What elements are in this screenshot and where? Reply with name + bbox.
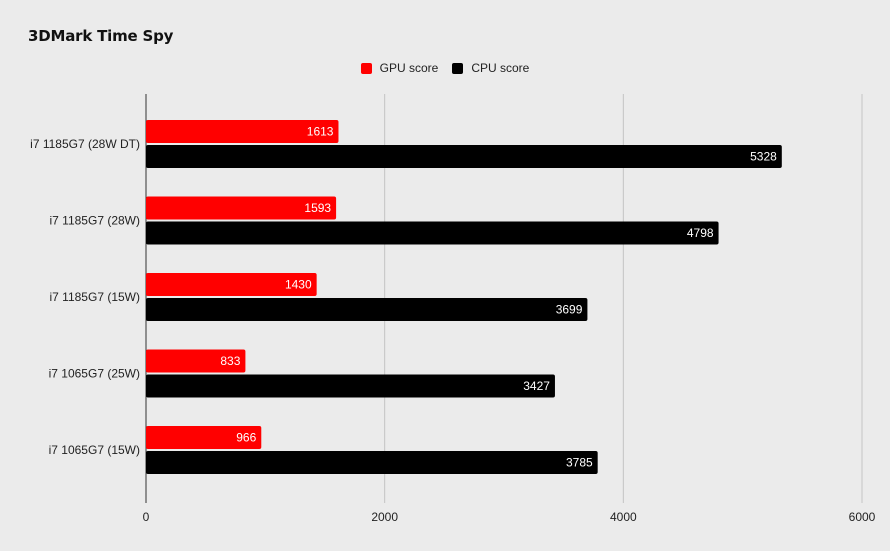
bar-label-cpu-4: 3785 [566, 456, 593, 470]
bar-cpu-1 [146, 221, 719, 245]
chart-title: 3DMark Time Spy [28, 27, 174, 45]
bar-label-gpu-3: 833 [220, 354, 240, 368]
bar-gpu-4 [146, 426, 262, 449]
x-tick-label-4000: 4000 [610, 510, 637, 524]
bar-gpu-0 [146, 120, 339, 143]
bar-label-cpu-0: 5328 [750, 150, 777, 164]
category-label-4: i7 1065G7 (15W) [49, 443, 140, 457]
bar-gpu-1 [146, 196, 337, 220]
bar-label-cpu-3: 3427 [523, 379, 550, 393]
category-label-3: i7 1065G7 (25W) [49, 367, 140, 381]
bar-gpu-3 [146, 349, 246, 373]
category-label-0: i7 1185G7 (28W DT) [30, 137, 140, 151]
bar-label-gpu-0: 1613 [307, 125, 334, 139]
legend-label-gpu: GPU score [379, 61, 439, 75]
chart-legend: GPU score CPU score [0, 61, 890, 75]
legend-swatch-gpu [360, 62, 372, 74]
legend-item-cpu[interactable]: CPU score [452, 61, 529, 75]
bar-cpu-2 [146, 298, 588, 321]
bar-gpu-2 [146, 273, 317, 296]
bar-cpu-3 [146, 374, 555, 398]
x-tick-label-2000: 2000 [371, 510, 398, 524]
category-label-2: i7 1185G7 (15W) [50, 290, 141, 304]
legend-swatch-cpu [452, 62, 464, 74]
legend-label-cpu: CPU score [471, 61, 530, 75]
x-tick-label-0: 0 [143, 510, 150, 524]
category-label-1: i7 1185G7 (28W) [50, 214, 141, 228]
x-tick-label-6000: 6000 [849, 510, 876, 524]
bar-cpu-4 [146, 451, 598, 474]
bar-label-cpu-2: 3699 [556, 303, 583, 317]
legend-item-gpu[interactable]: GPU score [360, 61, 439, 75]
bar-cpu-0 [146, 145, 782, 168]
bar-label-cpu-1: 4798 [687, 226, 714, 240]
bar-label-gpu-2: 1430 [285, 278, 312, 292]
bar-label-gpu-1: 1593 [304, 201, 331, 215]
bar-label-gpu-4: 966 [236, 431, 256, 445]
